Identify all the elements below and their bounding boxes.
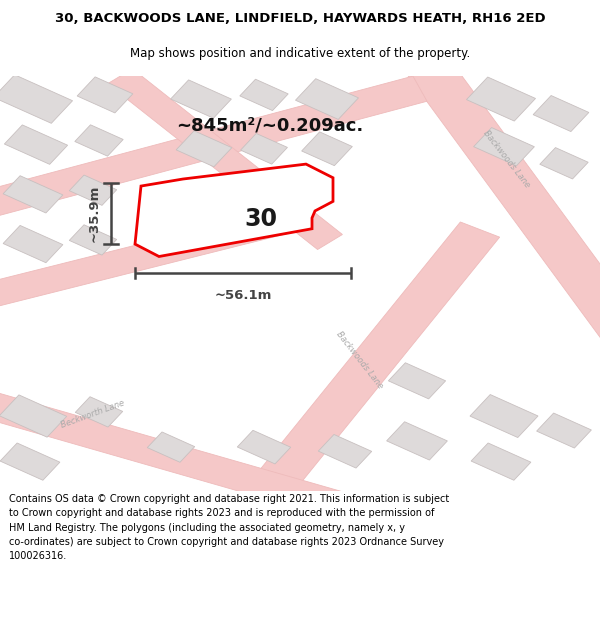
Polygon shape [388,362,446,399]
Polygon shape [77,77,133,113]
Polygon shape [107,69,343,249]
Polygon shape [232,222,500,519]
Polygon shape [170,80,232,118]
Polygon shape [237,430,291,464]
Polygon shape [295,79,359,119]
Polygon shape [536,413,592,448]
Text: 30: 30 [245,208,277,231]
Polygon shape [0,76,427,221]
Polygon shape [147,432,195,462]
Polygon shape [0,387,367,524]
Polygon shape [75,125,123,156]
Polygon shape [3,176,63,213]
Text: Beckworth Lane: Beckworth Lane [60,398,126,429]
Polygon shape [0,75,73,123]
Polygon shape [540,148,588,179]
Text: Contains OS data © Crown copyright and database right 2021. This information is : Contains OS data © Crown copyright and d… [9,494,449,561]
Polygon shape [470,394,538,438]
Polygon shape [466,77,536,121]
Text: Map shows position and indicative extent of the property.: Map shows position and indicative extent… [130,47,470,60]
Text: Backwoods Lane: Backwoods Lane [482,129,532,189]
Text: Backwoods Lane: Backwoods Lane [335,330,385,391]
Polygon shape [240,79,288,111]
Polygon shape [0,443,60,480]
Polygon shape [241,133,287,164]
Polygon shape [69,175,117,206]
Polygon shape [176,131,232,167]
Text: ~35.9m: ~35.9m [87,185,100,242]
Polygon shape [135,164,333,256]
Polygon shape [3,226,63,262]
Polygon shape [302,132,352,166]
Polygon shape [471,443,531,480]
Text: ~845m²/~0.209ac.: ~845m²/~0.209ac. [176,117,364,135]
Polygon shape [69,225,117,255]
Polygon shape [386,422,448,460]
Text: 30, BACKWOODS LANE, LINDFIELD, HAYWARDS HEATH, RH16 2ED: 30, BACKWOODS LANE, LINDFIELD, HAYWARDS … [55,12,545,25]
Polygon shape [318,434,372,468]
Polygon shape [473,127,535,166]
Polygon shape [0,206,306,312]
Polygon shape [75,397,123,427]
Polygon shape [398,48,600,349]
Text: ~56.1m: ~56.1m [214,289,272,302]
Polygon shape [533,96,589,132]
Polygon shape [4,125,68,164]
Polygon shape [0,395,67,437]
